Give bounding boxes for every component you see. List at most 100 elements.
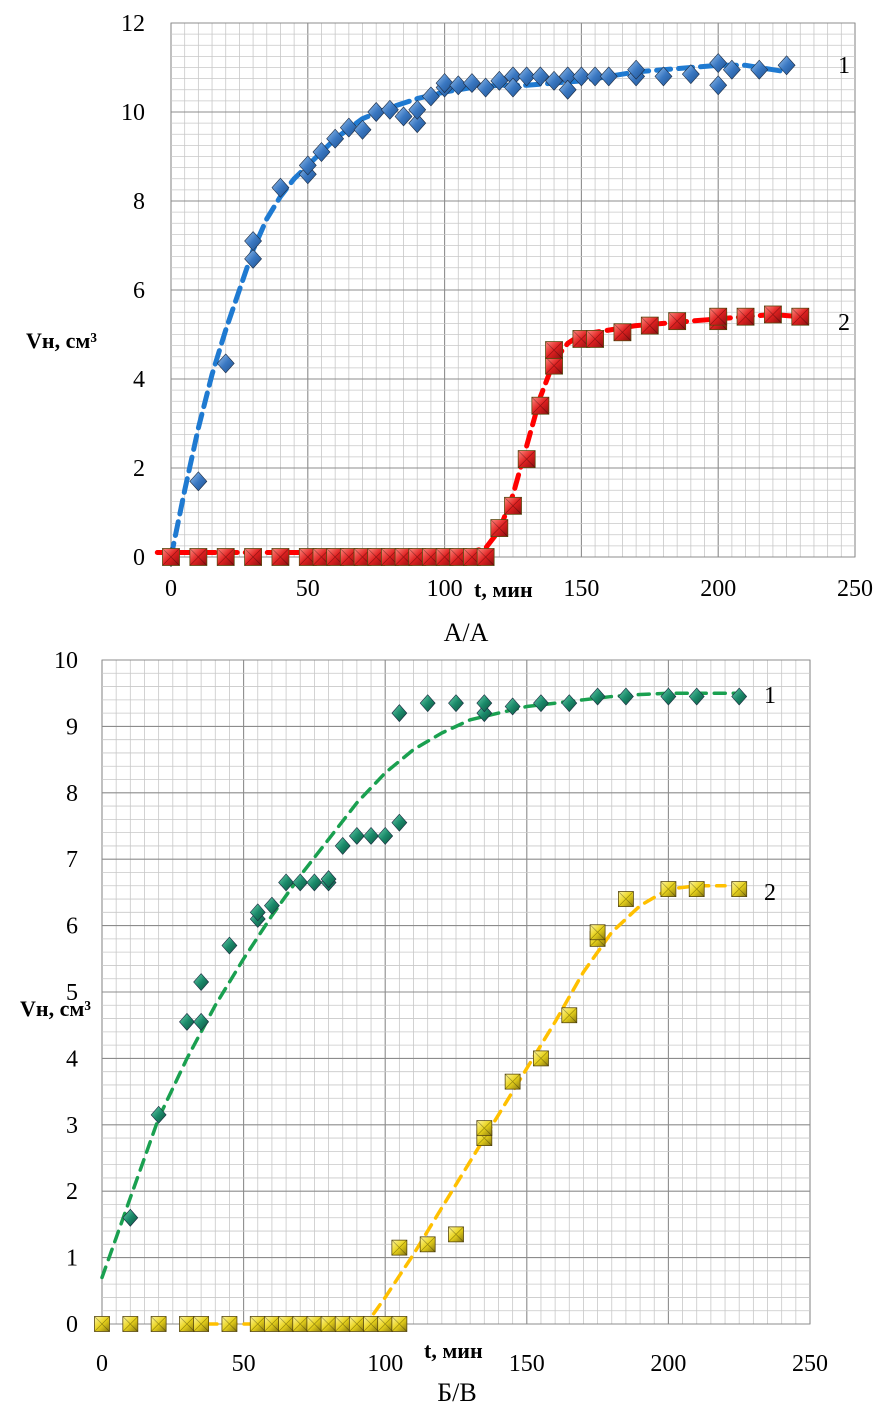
data-point-series-1 <box>561 694 578 713</box>
data-point-series-1 <box>476 704 493 723</box>
data-point-series-1 <box>533 694 549 713</box>
chart-b-grid <box>101 659 811 1325</box>
data-point-series-2 <box>504 1073 521 1090</box>
data-point-series-2 <box>221 1316 238 1332</box>
data-point-series-2 <box>150 1316 167 1332</box>
data-point-series-2 <box>791 307 810 326</box>
data-point-series-1 <box>731 687 748 706</box>
chart-b-caption: Б/В <box>437 1378 477 1407</box>
data-point-series-2 <box>271 548 290 566</box>
chart-a-y-axis-label: Vн, см³ <box>26 328 97 353</box>
chart-b: 0 1 2 3 4 5 6 7 8 9 10 0 50 100 150 200 250 Vн, см³ t, … <box>20 648 828 1407</box>
data-point-series-1 <box>334 836 351 855</box>
data-point-series-1 <box>326 128 345 149</box>
data-point-series-1 <box>504 697 521 716</box>
data-point-series-1 <box>249 903 266 922</box>
data-point-series-2 <box>419 1236 436 1253</box>
chart-b-points <box>94 687 748 1332</box>
data-point-series-2 <box>162 548 180 566</box>
x-tick-label: 200 <box>700 576 736 602</box>
data-point-series-1 <box>722 59 741 80</box>
data-point-series-1 <box>476 77 495 98</box>
y-tick-label: 9 <box>66 714 78 740</box>
chart-a-x-tick-labels: 0 50 100 150 200 250 <box>165 576 873 602</box>
y-tick-label: 10 <box>54 648 78 674</box>
chart-a-series-1-label: 1 <box>838 53 850 79</box>
data-point-series-1 <box>504 77 522 98</box>
y-tick-label: 2 <box>133 456 145 482</box>
y-tick-label: 6 <box>133 278 145 304</box>
data-point-series-1 <box>660 687 677 706</box>
data-point-series-2 <box>298 548 317 566</box>
data-point-series-2 <box>517 450 536 469</box>
data-point-series-1 <box>419 694 436 713</box>
data-point-series-2 <box>312 548 331 566</box>
chart-b-x-tick-labels: 0 50 100 150 200 250 <box>96 1351 828 1377</box>
data-point-series-2 <box>193 1316 210 1332</box>
data-point-series-2 <box>476 1120 493 1137</box>
data-point-series-1 <box>531 66 550 87</box>
y-tick-label: 5 <box>66 980 78 1006</box>
data-point-series-2 <box>545 341 563 359</box>
data-point-series-1 <box>654 66 673 87</box>
data-point-series-1 <box>709 75 728 96</box>
data-point-series-2 <box>531 396 550 415</box>
data-point-series-2 <box>244 548 262 566</box>
x-tick-label: 250 <box>792 1351 828 1377</box>
data-point-series-1 <box>377 827 394 845</box>
y-tick-label: 0 <box>133 545 145 571</box>
chart-b-y-axis-label: Vн, см³ <box>20 996 91 1021</box>
data-point-series-2 <box>334 1316 351 1332</box>
data-point-series-1 <box>312 142 331 162</box>
data-point-series-1 <box>558 79 577 100</box>
data-point-series-1 <box>627 59 646 80</box>
data-point-series-1 <box>339 117 358 138</box>
data-point-series-1 <box>264 896 280 915</box>
data-point-series-1 <box>688 687 705 706</box>
y-tick-label: 3 <box>66 1113 78 1139</box>
data-point-series-2 <box>448 1226 464 1243</box>
y-tick-label: 4 <box>133 367 145 393</box>
data-point-series-2 <box>348 1316 365 1332</box>
data-point-series-1 <box>189 471 208 492</box>
data-point-series-2 <box>533 1050 549 1067</box>
data-point-series-2 <box>589 924 606 941</box>
data-point-series-2 <box>561 1007 578 1024</box>
data-point-series-1 <box>244 248 262 269</box>
chart-a-points <box>162 53 810 567</box>
data-point-series-2 <box>216 548 235 566</box>
trendline-series-1 <box>168 62 790 560</box>
chart-b-y-tick-labels: 0 1 2 3 4 5 6 7 8 9 10 <box>54 648 78 1338</box>
data-point-series-1 <box>394 106 413 127</box>
data-point-series-2 <box>490 519 509 537</box>
data-point-series-1 <box>271 177 290 198</box>
data-point-series-1 <box>517 66 536 87</box>
data-point-series-2 <box>618 891 634 907</box>
chart-b-x-axis-label: t, мин <box>424 1338 483 1363</box>
data-point-series-1 <box>545 70 563 91</box>
chart-a-series-2-label: 2 <box>838 310 850 336</box>
data-point-series-1 <box>463 73 481 94</box>
chart-b-series-2-label: 2 <box>764 880 776 906</box>
data-point-series-1 <box>244 231 262 251</box>
data-point-series-1 <box>298 155 317 176</box>
data-point-series-2 <box>476 548 495 566</box>
y-tick-label: 0 <box>66 1312 78 1338</box>
data-point-series-1 <box>589 687 606 706</box>
y-tick-label: 8 <box>133 189 145 215</box>
data-point-series-1 <box>292 873 309 892</box>
x-tick-label: 100 <box>427 576 463 602</box>
data-point-series-2 <box>613 323 632 342</box>
data-point-series-1 <box>681 64 700 85</box>
data-point-series-1 <box>391 813 408 832</box>
trendline-series-1 <box>100 691 741 1280</box>
data-point-series-2 <box>179 1316 195 1332</box>
data-point-series-1 <box>320 870 337 889</box>
y-tick-label: 12 <box>121 11 145 37</box>
chart-a-grid <box>170 22 856 558</box>
chart-a-y-tick-labels: 0 2 4 6 8 10 12 <box>121 11 145 571</box>
data-point-series-1 <box>572 66 591 87</box>
data-point-series-1 <box>777 55 796 76</box>
data-point-series-2 <box>264 1316 280 1332</box>
